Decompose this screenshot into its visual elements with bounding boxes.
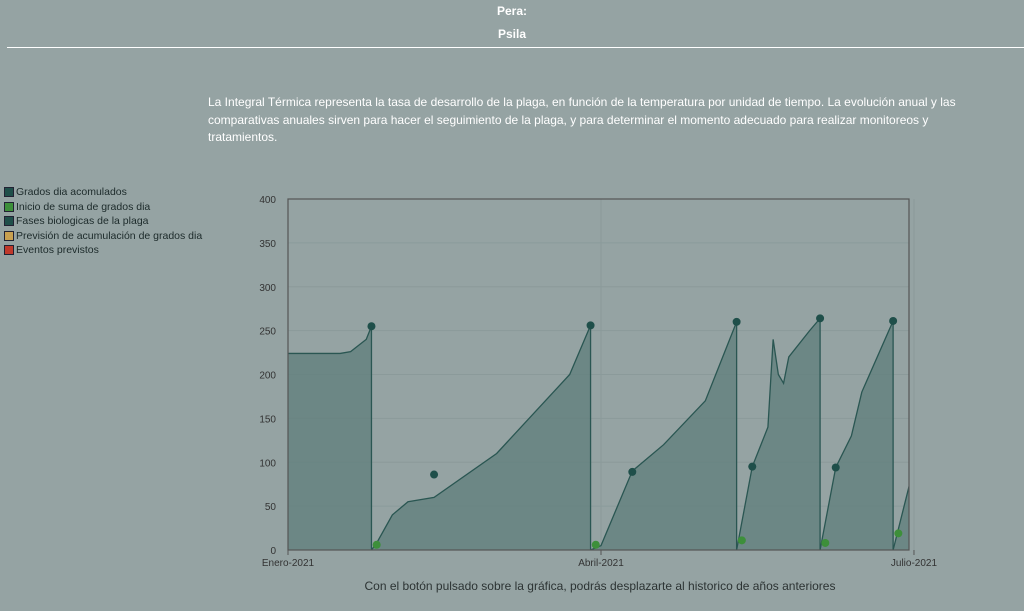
accumulated-line	[1008, 324, 1024, 550]
accumulated-line	[956, 314, 1008, 550]
legend-item-grados[interactable]: Grados dia acomulados	[4, 185, 202, 200]
legend-item-fases[interactable]: Fases biologicas de la plaga	[4, 214, 202, 229]
phase-point	[628, 467, 637, 476]
phase-point	[816, 314, 825, 323]
x-tick-label: Julio-2021	[891, 558, 938, 569]
accumulated-area	[590, 321, 737, 550]
y-tick-label: 50	[265, 502, 277, 513]
legend-swatch	[4, 216, 14, 227]
legend-label: Eventos previstos	[16, 244, 99, 257]
start-point	[821, 538, 830, 547]
phase-point	[1020, 465, 1024, 473]
phase-point	[586, 321, 595, 330]
y-tick-label: 0	[270, 546, 276, 557]
legend-label: Inicio de suma de grados dia	[16, 200, 151, 213]
start-point	[737, 536, 746, 545]
pest-title: Psila	[497, 27, 527, 41]
start-point	[957, 530, 965, 538]
phase-point	[967, 465, 975, 473]
legend-item-eventos[interactable]: Eventos previstos	[4, 243, 202, 258]
legend-item-prevision[interactable]: Previsión de acumulación de grados dia	[4, 229, 202, 244]
phase-point	[952, 325, 960, 333]
phase-point	[748, 462, 757, 471]
phase-point	[367, 322, 376, 331]
series-group	[288, 310, 1024, 550]
legend-item-inicio[interactable]: Inicio de suma de grados dia	[4, 200, 202, 215]
accumulated-line	[819, 320, 894, 550]
phase-point	[732, 317, 741, 326]
phase-point	[889, 316, 898, 325]
y-tick-label: 100	[259, 458, 276, 469]
y-tick-label: 150	[259, 414, 276, 425]
start-point	[591, 540, 600, 549]
accumulated-line	[735, 316, 821, 550]
accumulated-line	[892, 483, 909, 550]
phase-point	[430, 470, 439, 479]
header-divider	[7, 47, 1024, 48]
legend-label: Fases biologicas de la plaga	[16, 215, 149, 228]
y-tick-label: 400	[259, 195, 276, 206]
start-point	[1009, 528, 1017, 536]
plot-border	[287, 198, 910, 551]
legend-swatch	[4, 230, 14, 241]
accumulated-area	[956, 314, 1008, 550]
legend-swatch	[4, 245, 14, 256]
chart-legend: Grados dia acomulados Inicio de suma de …	[4, 185, 202, 258]
y-tick-label: 200	[259, 371, 276, 382]
x-tick-label: Enero-2021	[262, 558, 315, 569]
y-tick-label: 350	[259, 239, 276, 250]
chart-caption: Con el botón pulsado sobre la gráfica, p…	[364, 579, 836, 593]
accumulated-line	[370, 325, 592, 550]
description-text: La Integral Térmica representa la tasa d…	[208, 95, 956, 144]
phase-point	[1004, 310, 1012, 318]
legend-label: Grados dia acomulados	[16, 186, 127, 199]
x-tick-label: Abril-2021	[578, 558, 624, 569]
accumulated-area	[736, 318, 821, 550]
legend-swatch	[4, 187, 14, 198]
legend-label: Previsión de acumulación de grados dia	[16, 229, 203, 242]
legend-swatch	[4, 201, 14, 212]
accumulated-area	[288, 326, 372, 550]
y-tick-label: 250	[259, 327, 276, 338]
start-point	[894, 529, 903, 538]
start-point	[372, 540, 381, 549]
phase-point	[831, 463, 840, 472]
accumulated-area	[371, 325, 591, 550]
accumulated-area	[1008, 324, 1024, 550]
crop-title: Pera:	[496, 4, 528, 18]
accumulated-area	[820, 320, 894, 550]
y-tick-label: 300	[259, 283, 276, 294]
